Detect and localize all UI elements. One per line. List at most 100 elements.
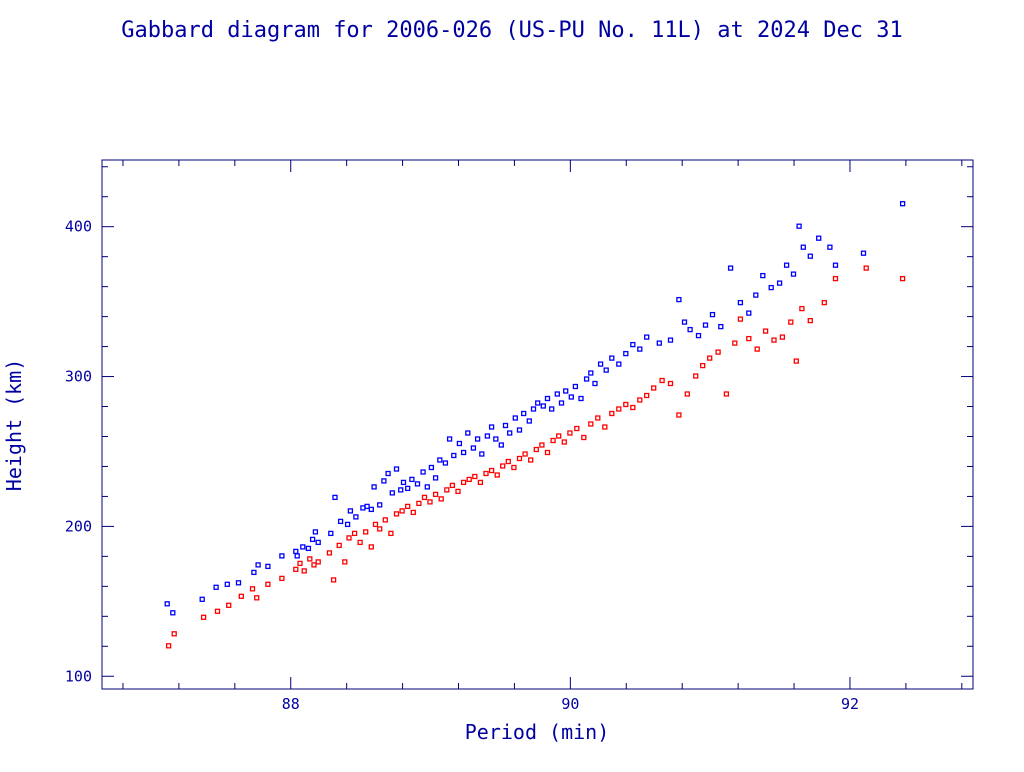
perigee-point [561,439,567,445]
perigee-point [357,539,363,546]
apogee-point [753,292,759,298]
perigee-point [637,397,643,403]
apogee-point [516,427,523,433]
apogee-point [251,569,257,576]
perigee-point [311,562,317,568]
perigee-point [238,593,244,599]
apogee-point [451,452,457,459]
perigee-point [863,265,869,271]
perigee-point [511,464,517,471]
perigee-point [807,317,813,324]
apogee-point [405,485,411,492]
apogee-point [702,322,709,328]
perigee-point [723,391,730,397]
perigee-point [771,337,777,343]
apogee-point [637,346,643,352]
apogee-point [676,296,682,303]
apogee-point [800,244,806,250]
perigee-point [522,451,528,457]
perigee-point [595,415,601,421]
apogee-point [493,436,499,442]
y-axis-label: Height (km) [2,359,26,491]
apogee-point [328,530,334,537]
x-tick-label: 90 [561,695,579,713]
perigee-point [762,328,769,334]
perigee-point [483,470,489,477]
perigee-point [293,566,299,573]
apogee-point [827,244,833,250]
apogee-point [526,418,532,424]
perigee-point [438,496,444,502]
perigee-point [477,479,484,486]
perigee-point [455,488,461,495]
perigee-point [799,305,805,312]
apogee-point [294,553,300,559]
perigee-point [516,455,523,462]
perigee-point [171,631,177,637]
apogee-point [718,323,724,330]
apogee-point [368,506,374,513]
apogee-point [381,478,387,484]
apogee-point [507,430,513,436]
perigee-point [746,335,752,342]
perigee-point [466,476,472,483]
perigee-point [556,433,562,439]
apogee-point [616,361,622,367]
apogee-point [623,350,629,357]
apogee-point [603,367,609,373]
perigee-point [644,392,650,399]
apogee-point [768,284,774,291]
perigee-point [616,406,622,412]
apogee-points [164,201,906,616]
perigee-point [821,299,827,306]
perigee-point [574,425,580,432]
apogee-point [488,424,495,430]
apogee-point [558,400,565,406]
apogee-point [807,253,813,259]
perigee-point [330,577,337,583]
perigee-point [377,526,383,532]
perigee-point [307,556,313,562]
perigee-point [693,373,699,379]
perigee-point [416,500,422,507]
apogee-point [479,451,485,457]
apogee-point [554,391,560,397]
apogee-point [572,383,579,390]
apogee-point [235,580,242,586]
perigee-point [165,643,172,649]
apogee-point [364,503,370,510]
perigee-point [494,472,500,478]
apogee-point [816,235,822,241]
minor-ticks [102,160,973,689]
perigee-point [832,275,839,282]
apogee-point [521,410,527,417]
perigee-point [544,449,551,456]
apogee-point [656,340,662,346]
perigee-point [405,503,411,510]
apogee-point [442,460,449,466]
perigee-point [651,385,657,391]
apogee-point [398,487,404,493]
perigee-point [472,473,478,480]
apogee-point [344,521,351,528]
apogee-point [776,280,783,286]
apogee-point [644,334,650,340]
apogee-point [309,536,316,543]
apogee-point [332,494,338,501]
perigee-point [488,467,495,474]
apogee-point [737,299,744,306]
apogee-point [265,563,271,570]
apogee-point [255,562,261,568]
apogee-point [540,403,546,409]
apogee-point [832,262,839,268]
apogee-point [695,332,702,339]
apogee-point [609,355,615,361]
perigee-point [342,559,348,565]
apogee-point [465,430,471,436]
perigee-point [623,401,629,408]
apogee-point [312,529,319,535]
apogee-point [293,548,299,555]
perigee-point [254,595,260,601]
apogee-point [544,395,551,402]
